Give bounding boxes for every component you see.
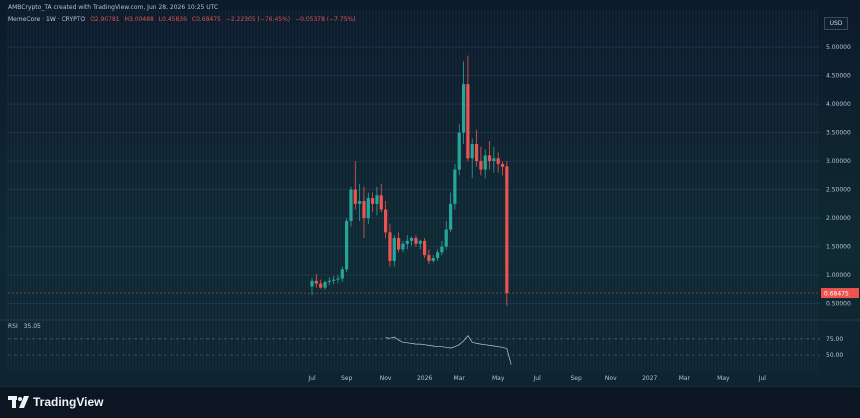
time-tick-label: May — [717, 375, 730, 382]
candle-body — [371, 198, 375, 204]
rsi-value: 35.05 — [23, 323, 41, 330]
extra-change-value: −0.05378 (−7.75%) — [295, 16, 356, 23]
candle-body — [457, 132, 461, 170]
candle-body — [375, 195, 379, 204]
candle-body — [345, 220, 349, 270]
last-price-label: 0.68475 — [824, 290, 849, 297]
rsi-pane — [8, 335, 820, 365]
time-tick-label: 2027 — [642, 375, 657, 382]
candle-body — [440, 246, 444, 253]
low-value: L0.45836 — [158, 16, 187, 23]
candle-body — [453, 169, 457, 204]
candles — [8, 55, 820, 306]
price-tick-label: 1.50000 — [826, 244, 851, 251]
candle-body — [492, 158, 496, 162]
time-tick-label: Sep — [570, 375, 582, 382]
price-tick-label: 2.00000 — [826, 215, 851, 222]
time-tick-label: Jul — [758, 375, 767, 382]
tradingview-brand: TradingView — [33, 395, 104, 409]
candle-body — [340, 269, 344, 279]
candle-body — [336, 278, 340, 280]
candle-body — [470, 144, 474, 159]
last-price-tag — [821, 288, 859, 299]
tradingview-logo[interactable]: TradingView — [8, 395, 103, 409]
candle-body — [327, 280, 331, 282]
candle-body — [409, 238, 414, 241]
candle-body — [505, 166, 509, 294]
time-tick-label: Nov — [605, 375, 617, 382]
candle-body — [435, 252, 440, 258]
candle-body — [487, 155, 492, 162]
time-tick-label: Nov — [380, 375, 392, 382]
candle-body — [496, 158, 500, 164]
candle-body — [474, 144, 479, 162]
candle-body — [362, 201, 366, 219]
candle-body — [479, 161, 483, 170]
candle-body — [397, 238, 401, 250]
price-axis[interactable]: 0.50000 1.00000 1.50000 2.00000 2.50000 3.000… — [826, 44, 851, 359]
candle-body — [379, 195, 383, 210]
candle-body — [466, 84, 470, 159]
price-tick-label: 3.50000 — [826, 130, 851, 137]
candle-body — [444, 229, 448, 247]
time-tick-label: Mar — [454, 375, 466, 382]
change-value: −2.22305 (−76.45%) — [225, 16, 291, 23]
price-chart[interactable]: 0.50000 1.00000 1.50000 2.00000 2.50000 3.000… — [0, 0, 860, 386]
candle-body — [500, 163, 505, 167]
footer-bar: TradingView — [0, 386, 860, 418]
candle-body — [353, 189, 357, 204]
rsi-line — [385, 335, 512, 365]
candle-body — [388, 232, 392, 261]
candle-body — [431, 258, 435, 261]
rsi-legend: RSI 35.05 — [8, 323, 41, 330]
candle-body — [319, 283, 323, 288]
candle-body — [392, 238, 396, 261]
price-tick-label: 1.00000 — [826, 272, 851, 279]
candle-body — [405, 240, 409, 244]
currency-button[interactable]: USD — [824, 17, 848, 30]
price-tick-label: 3.00000 — [826, 158, 851, 165]
time-axis[interactable]: Jul Sep Nov 2026 Mar May Jul Sep Nov 2027 Mar May Ju… — [307, 375, 766, 382]
candle-body — [384, 209, 388, 233]
price-tick-label: 5.00000 — [826, 44, 851, 51]
candle-body — [461, 84, 466, 133]
price-tick-label: 4.00000 — [826, 101, 851, 108]
candle-body — [323, 281, 327, 288]
candle-body — [314, 280, 318, 284]
price-tag-layer: 0.68475 — [821, 288, 859, 299]
candle-body — [366, 198, 370, 219]
time-tick-label: Jul — [307, 375, 316, 382]
time-tick-label: May — [492, 375, 505, 382]
candle-body — [310, 280, 314, 287]
rsi-tick-label: 50.00 — [826, 352, 843, 359]
candle-body — [448, 203, 453, 230]
tradingview-logo-icon — [8, 396, 29, 408]
chart-credit: AMBCrypto_TA created with TradingView.co… — [8, 4, 219, 11]
candle-body — [422, 240, 427, 256]
grid-lines — [0, 10, 860, 372]
price-tick-label: 4.50000 — [826, 73, 851, 80]
price-tick-label: 0.50000 — [826, 301, 851, 308]
price-tick-label: 2.50000 — [826, 187, 851, 194]
rsi-name: RSI — [8, 323, 18, 330]
candle-body — [332, 279, 336, 281]
candle-body — [418, 240, 422, 244]
candle-body — [427, 255, 431, 261]
rsi-tick-label: 75.00 — [826, 336, 843, 343]
candle-body — [483, 155, 487, 170]
candle-body — [401, 243, 405, 250]
open-value: O2.90781 — [90, 16, 120, 23]
candle-body — [414, 238, 418, 244]
time-tick-label: Jul — [533, 375, 542, 382]
time-tick-label: 2026 — [417, 375, 432, 382]
candle-body — [349, 189, 353, 221]
candle-body — [358, 201, 362, 204]
time-tick-label: Mar — [679, 375, 691, 382]
time-tick-label: Sep — [341, 375, 353, 382]
